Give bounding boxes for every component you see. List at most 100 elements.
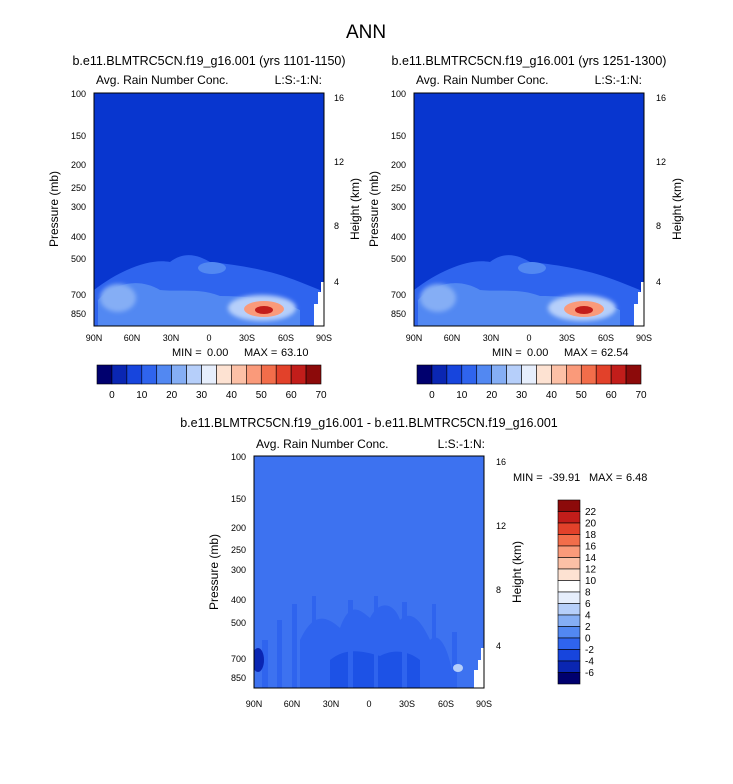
colorbar-box <box>610 364 627 385</box>
colorbar-tick-label: 4 <box>585 611 591 622</box>
colorbar-box <box>557 568 581 581</box>
x-axis-ticks: 90N 60N 30N 0 30S 60S 90S <box>406 333 652 343</box>
southern-maximum-core <box>575 306 593 314</box>
colorbar-box <box>416 364 433 385</box>
min-value: -39.91 <box>549 472 580 484</box>
colorbar-box <box>557 649 581 662</box>
max-value: 6.48 <box>626 472 647 484</box>
colorbar-box <box>521 364 537 385</box>
colorbar-box <box>625 364 642 385</box>
colorbar-tick-label: 10 <box>136 390 148 401</box>
negative-streak <box>452 632 457 688</box>
colorbar-box <box>461 364 478 385</box>
y-tick-label: 500 <box>231 618 246 628</box>
northern-minimum <box>254 648 264 672</box>
colorbar-box <box>551 364 567 385</box>
colorbar-box <box>557 499 581 512</box>
colorbar-box <box>557 591 581 604</box>
height-tick-label: 16 <box>334 93 344 103</box>
colorbar-box <box>290 364 307 385</box>
colorbar-box <box>260 364 277 385</box>
colorbar-tick-label: -2 <box>585 645 594 656</box>
colorbar-box <box>491 364 507 385</box>
colorbar-tick-label: 0 <box>585 634 591 645</box>
y-tick-label: 100 <box>231 452 246 462</box>
y-tick-label: 850 <box>231 673 246 683</box>
variable-label: Avg. Rain Number Conc. <box>416 73 549 87</box>
colorbar-box <box>156 364 172 385</box>
colorbar-tick-label: 30 <box>516 390 528 401</box>
negative-streak <box>374 596 378 688</box>
colorbar-box <box>111 364 128 385</box>
x-tick-label: 30S <box>559 333 575 343</box>
colorbar-tick-label: 40 <box>226 390 238 401</box>
x-tick-label: 60N <box>444 333 461 343</box>
colorbar-tick-label: 20 <box>486 390 498 401</box>
colorbar-box <box>557 545 581 558</box>
x-tick-label: 30N <box>323 699 340 709</box>
y-tick-label: 850 <box>391 309 406 319</box>
x-tick-label: 90S <box>476 699 492 709</box>
y-axis-label: Pressure (mb) <box>47 171 61 247</box>
max-label: MAX = <box>589 472 622 484</box>
min-label: MIN = <box>513 472 543 484</box>
negative-streak <box>292 604 297 688</box>
colorbar-box <box>536 364 552 385</box>
x-tick-label: 90N <box>86 333 103 343</box>
field-plot <box>414 93 644 326</box>
variable-label: Avg. Rain Number Conc. <box>256 437 389 451</box>
colorbar-tick-label: 40 <box>546 390 558 401</box>
colorbar-tick-label: 50 <box>576 390 588 401</box>
colorbar-tick-label: 10 <box>585 576 597 587</box>
colorbar-tick-label: 20 <box>585 519 597 530</box>
y-tick-label: 700 <box>71 290 86 300</box>
y-tick-label: 300 <box>391 202 406 212</box>
subtropical-cloud-blob <box>518 262 546 274</box>
colorbar-box <box>201 364 217 385</box>
colorbar-box <box>96 364 113 385</box>
y-axis-label: Pressure (mb) <box>367 171 381 247</box>
panel-control: b.e11.BLMTRC5CN.f19_g16.001 (yrs 1101-11… <box>47 54 362 401</box>
y-right-axis-ticks: 16 12 8 4 <box>334 93 344 287</box>
colorbar-tick-label: 60 <box>606 390 618 401</box>
y-tick-label: 200 <box>71 160 86 170</box>
plot-frame <box>413 92 645 327</box>
colorbar-tick-label: 20 <box>166 390 178 401</box>
height-tick-label: 8 <box>496 585 501 595</box>
colorbar-box <box>231 364 247 385</box>
page-title: ANN <box>346 22 386 43</box>
colorbar-tick-label: 10 <box>456 390 468 401</box>
colorbar: 0 10 20 30 40 50 60 70 <box>96 364 327 401</box>
y-tick-label: 150 <box>231 494 246 504</box>
x-tick-label: 60N <box>124 333 141 343</box>
corner-label: L:S:-1:N: <box>595 73 642 87</box>
southern-maximum-core <box>255 306 273 314</box>
colorbar-tick-label: 2 <box>585 622 591 633</box>
height-tick-label: 4 <box>496 641 501 651</box>
height-tick-label: 8 <box>656 221 661 231</box>
colorbar-box <box>141 364 158 385</box>
plot-frame <box>253 455 485 689</box>
height-tick-label: 12 <box>496 521 506 531</box>
y-tick-label: 200 <box>391 160 406 170</box>
x-tick-label: 30S <box>399 699 415 709</box>
colorbar-box <box>566 364 582 385</box>
y-tick-label: 150 <box>391 131 406 141</box>
corner-label: L:S:-1:N: <box>438 437 485 451</box>
y-tick-label: 300 <box>71 202 86 212</box>
colorbar-tick-label: 70 <box>635 390 647 401</box>
y-tick-label: 850 <box>71 309 86 319</box>
x-tick-label: 60S <box>438 699 454 709</box>
panel-difference: b.e11.BLMTRC5CN.f19_g16.001 - b.e11.BLMT… <box>180 416 647 709</box>
y-tick-label: 400 <box>391 232 406 242</box>
y-tick-label: 250 <box>231 545 246 555</box>
y-tick-label: 100 <box>71 89 86 99</box>
y-axis-ticks: 100 150 200 250 300 400 500 700 850 <box>71 89 86 319</box>
colorbar-box <box>557 580 581 593</box>
colorbar-box <box>431 364 448 385</box>
panel-experiment: b.e11.BLMTRC5CN.f19_g16.001 (yrs 1251-13… <box>367 54 684 401</box>
height-tick-label: 12 <box>334 157 344 167</box>
colorbar-tick-label: 0 <box>429 390 435 401</box>
colorbar-tick-label: 0 <box>109 390 115 401</box>
negative-streak <box>432 604 436 688</box>
